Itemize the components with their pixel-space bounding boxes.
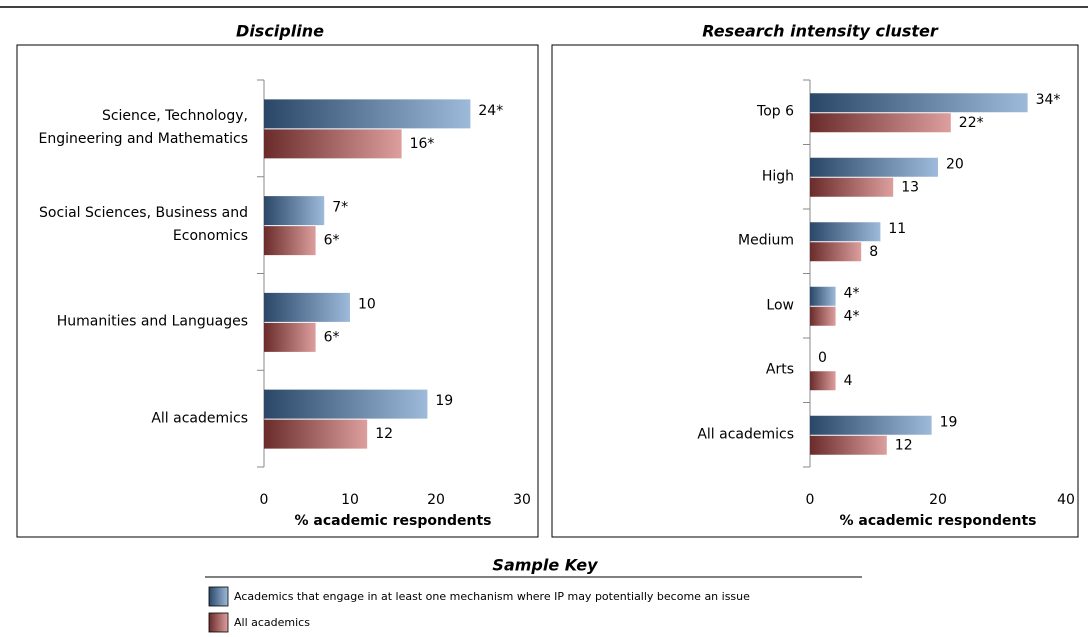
panel-frame bbox=[16, 44, 539, 538]
category-label: Science, Technology, Engineering and Mat… bbox=[38, 108, 248, 148]
bar bbox=[264, 389, 428, 419]
bar bbox=[264, 99, 471, 129]
value-label: 13 bbox=[901, 179, 919, 195]
value-label: 11 bbox=[888, 221, 906, 237]
value-label: 16* bbox=[410, 136, 435, 152]
x-tick-label: 10 bbox=[341, 492, 359, 508]
bar bbox=[264, 196, 325, 226]
bar bbox=[810, 222, 881, 242]
value-label: 22* bbox=[959, 115, 984, 131]
chart-title: Discipline bbox=[236, 22, 324, 41]
value-label: 0 bbox=[818, 350, 827, 366]
chart-title: Research intensity cluster bbox=[702, 22, 939, 41]
bar bbox=[810, 93, 1028, 113]
value-label: 7* bbox=[332, 200, 348, 216]
legend-label: All academics bbox=[234, 616, 310, 629]
bar bbox=[810, 286, 836, 306]
category-label: All academics bbox=[697, 426, 794, 443]
bar bbox=[264, 419, 368, 449]
x-axis-label: % academic respondents bbox=[294, 513, 491, 529]
value-label: 19 bbox=[940, 414, 958, 430]
value-label: 6* bbox=[324, 233, 340, 249]
x-tick-label: 20 bbox=[427, 492, 445, 508]
legend-swatch bbox=[208, 612, 229, 633]
x-axis-label: % academic respondents bbox=[839, 513, 1036, 529]
bar bbox=[810, 306, 836, 326]
value-label: 12 bbox=[895, 437, 913, 453]
category-label: Humanities and Languages bbox=[56, 313, 248, 330]
bar bbox=[810, 415, 932, 435]
x-tick-label: 20 bbox=[929, 492, 947, 508]
value-label: 10 bbox=[358, 296, 376, 312]
value-label: 12 bbox=[375, 426, 393, 442]
category-label: Low bbox=[766, 297, 794, 314]
bar bbox=[264, 226, 316, 256]
value-label: 4 bbox=[844, 373, 853, 389]
value-label: 8 bbox=[869, 244, 878, 260]
x-tick-label: 30 bbox=[513, 492, 531, 508]
value-label: 20 bbox=[946, 156, 964, 172]
value-label: 19 bbox=[435, 393, 453, 409]
category-label: All academics bbox=[151, 410, 248, 427]
legend-label: Academics that engage in at least one me… bbox=[234, 590, 750, 603]
category-label: Top 6 bbox=[757, 103, 794, 120]
value-label: 34* bbox=[1036, 92, 1061, 108]
panel-frame bbox=[551, 44, 1079, 538]
bar bbox=[810, 177, 894, 197]
x-tick-label: 0 bbox=[806, 492, 815, 508]
category-label: High bbox=[761, 168, 794, 185]
value-label: 4* bbox=[844, 308, 860, 324]
bar bbox=[264, 322, 316, 352]
bar bbox=[264, 129, 402, 159]
value-label: 6* bbox=[324, 329, 340, 345]
value-label: 24* bbox=[478, 103, 503, 119]
category-label: Social Sciences, Business and Economics bbox=[39, 205, 248, 245]
value-label: 4* bbox=[844, 285, 860, 301]
bar bbox=[810, 157, 938, 177]
category-label: Arts bbox=[765, 361, 794, 378]
bar bbox=[810, 435, 887, 455]
legend-title: Sample Key bbox=[492, 556, 598, 575]
x-tick-label: 40 bbox=[1057, 492, 1075, 508]
category-label: Medium bbox=[738, 232, 794, 249]
legend-swatch bbox=[208, 586, 229, 607]
bar bbox=[810, 371, 836, 391]
bar bbox=[264, 292, 350, 322]
bar bbox=[810, 242, 862, 262]
x-tick-label: 0 bbox=[260, 492, 269, 508]
bar bbox=[810, 113, 951, 133]
